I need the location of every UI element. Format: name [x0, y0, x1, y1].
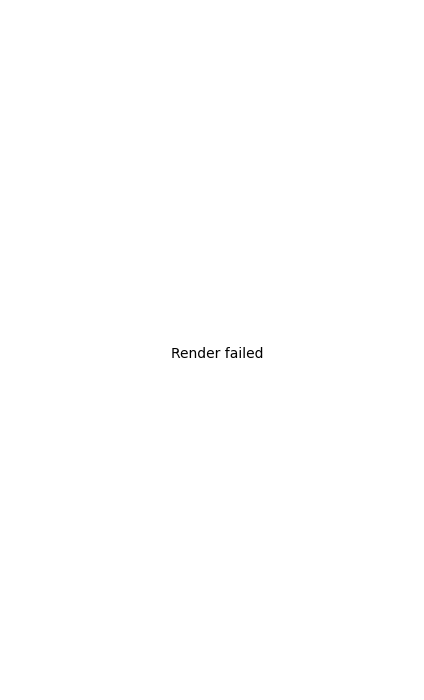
Text: Render failed: Render failed: [171, 346, 264, 360]
